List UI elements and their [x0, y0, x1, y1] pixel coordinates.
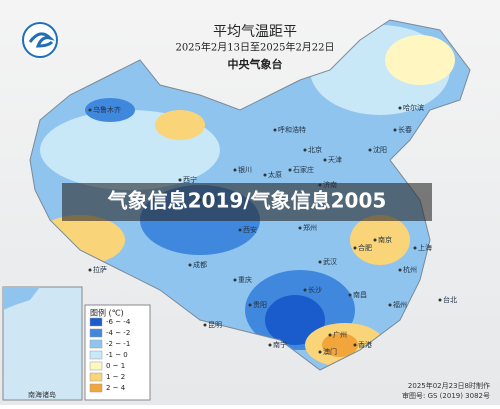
logo-mark [28, 32, 55, 48]
city-dot [233, 278, 237, 282]
city-dot [328, 333, 332, 337]
agency: 中央气象台 [228, 57, 283, 71]
city-dot [393, 128, 397, 132]
city-dot [298, 226, 302, 230]
city-dot [178, 178, 182, 182]
legend-swatch [89, 339, 103, 349]
city-dot [398, 106, 402, 110]
city-dot [373, 238, 377, 242]
subtitle: 2025年2月13日至2025年2月22日 [175, 41, 334, 54]
city-label: 重庆 [238, 275, 252, 284]
city-label: 太原 [268, 170, 282, 179]
legend-swatch [89, 361, 103, 371]
city-label: 长沙 [308, 285, 322, 294]
legend-title: 图例 (℃) [90, 308, 124, 318]
city-label: 成都 [193, 260, 207, 269]
city-label: 长春 [398, 125, 412, 134]
city-label: 乌鲁木齐 [93, 105, 121, 114]
city-label: 银川 [238, 165, 252, 174]
city-dot [203, 323, 207, 327]
city-dot [248, 303, 252, 307]
city-dot [303, 148, 307, 152]
city-label: 南昌 [353, 290, 367, 299]
city-dot [438, 298, 442, 302]
city-dot [238, 228, 242, 232]
inset-box [2, 286, 83, 401]
legend-swatch [89, 350, 103, 360]
legend-label: -4 ~ -2 [106, 329, 130, 337]
city-label: 天津 [328, 156, 342, 164]
city-label: 贵阳 [253, 300, 267, 309]
city-label: 北京 [308, 145, 322, 154]
city-label: 广州 [333, 330, 347, 339]
city-dot [398, 268, 402, 272]
footer-made: 2025年02月23日8时制作 [408, 381, 490, 390]
city-dot [88, 268, 92, 272]
city-dot [368, 148, 372, 152]
city-label: 香港 [358, 340, 372, 349]
city-label: 台北 [443, 295, 457, 304]
city-dot [268, 343, 272, 347]
city-label: 福州 [393, 300, 407, 309]
city-dot [388, 303, 392, 307]
city-label: 澳门 [323, 347, 337, 356]
city-dot [188, 263, 192, 267]
legend-label: -1 ~ 0 [106, 351, 128, 359]
title: 平均气温距平 [213, 24, 297, 40]
legend: -6 ~ -4 -4 ~ -2 -2 ~ -1 -1 ~ 0 0 ~ 1 1 ~ 2 2 ~… [89, 317, 131, 393]
city-label: 西宁 [183, 175, 197, 184]
city-dot [348, 293, 352, 297]
city-label: 合肥 [358, 243, 372, 252]
city-dot [88, 108, 92, 112]
city-label: 南京 [378, 235, 392, 244]
inset-label: 南海诸岛 [28, 390, 56, 399]
city-label: 昆明 [208, 321, 222, 329]
city-dot [303, 288, 307, 292]
inset-land [3, 287, 40, 310]
city-dot [263, 173, 267, 177]
city-label: 石家庄 [293, 165, 314, 174]
city-label: 武汉 [323, 257, 337, 266]
city-dot [273, 128, 277, 132]
legend-label: -6 ~ -4 [106, 318, 131, 326]
city-label: 呼和浩特 [278, 125, 306, 134]
legend-swatch [89, 317, 103, 327]
city-dot [353, 343, 357, 347]
city-dot [353, 246, 357, 250]
banner-bg [62, 183, 432, 221]
banner: 气象信息2019/气象信息2005 [107, 189, 387, 213]
city-label: 上海 [418, 243, 432, 252]
city-dot [233, 168, 237, 172]
city-label: 沈阳 [373, 145, 387, 154]
city-dot [413, 246, 417, 250]
legend-label: 1 ~ 2 [106, 373, 125, 381]
footer-review: 审图号: GS (2019) 3082号 [402, 391, 490, 400]
city-label: 杭州 [403, 265, 417, 274]
city-label: 拉萨 [93, 265, 107, 274]
legend-label: -2 ~ -1 [106, 340, 130, 348]
legend-swatch [89, 383, 103, 393]
legend-label: 0 ~ 1 [106, 362, 125, 370]
city-dot [318, 350, 322, 354]
city-label: 哈尔滨 [403, 103, 424, 112]
city-label: 郑州 [303, 224, 317, 232]
city-label: 西安 [243, 225, 257, 234]
legend-swatch [89, 328, 103, 338]
city-dot [318, 260, 322, 264]
city-dot [323, 158, 327, 162]
legend-swatch [89, 372, 103, 382]
city-label: 南宁 [273, 340, 287, 349]
city-dot [288, 168, 292, 172]
legend-label: 2 ~ 4 [106, 384, 126, 392]
